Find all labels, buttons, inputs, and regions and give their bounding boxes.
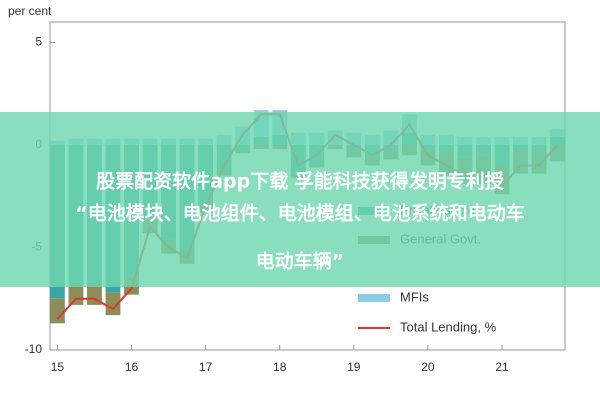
y-tick-label: -10 xyxy=(25,342,43,356)
overlay-text: “电池模块、电池组件、电池模组、电池系统和电动车 xyxy=(75,202,525,225)
legend-label: Total Lending, % xyxy=(400,319,497,334)
overlay-text: 电动车辆” xyxy=(256,250,345,273)
overlay-text: 股票配资软件app下载 孚能科技获得发明专利授 xyxy=(96,170,505,193)
y-unit-label: per cent xyxy=(8,4,52,18)
x-tick-label: 17 xyxy=(199,360,213,374)
bar xyxy=(50,298,65,324)
x-tick-label: 19 xyxy=(347,360,361,374)
x-tick-label: 21 xyxy=(495,360,509,374)
bar xyxy=(105,292,121,316)
y-tick-label: 5 xyxy=(35,35,42,49)
legend-swatch xyxy=(358,294,390,302)
bar xyxy=(68,284,84,305)
legend-label: MFIs xyxy=(400,289,429,304)
overlay-banner xyxy=(0,112,600,287)
x-tick-label: 20 xyxy=(421,360,435,374)
x-tick-label: 16 xyxy=(125,360,139,374)
x-tick-label: 15 xyxy=(51,360,65,374)
x-tick-label: 18 xyxy=(273,360,287,374)
